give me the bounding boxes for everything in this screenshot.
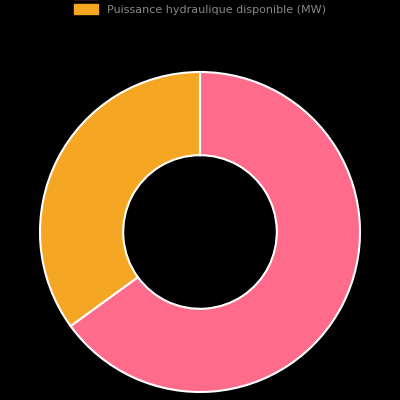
Legend: Puissance installée (MW), Puissance hydraulique disponible (MW): Puissance installée (MW), Puissance hydr…	[70, 0, 330, 18]
Wedge shape	[70, 72, 360, 392]
Wedge shape	[40, 72, 200, 326]
